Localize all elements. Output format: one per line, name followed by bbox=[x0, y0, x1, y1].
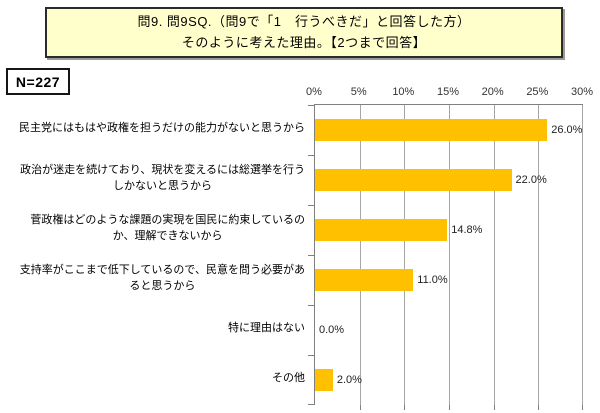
bar-row: 11.0% bbox=[315, 255, 583, 305]
category-label: 菅政権はどのような課題の実現を国民に約束しているの か、理解できないから bbox=[30, 214, 305, 242]
category-label: 特に理由はない bbox=[228, 322, 305, 335]
category-axis-tick bbox=[308, 355, 314, 356]
gridline bbox=[404, 105, 406, 405]
x-axis-tick-label: 15% bbox=[436, 86, 460, 98]
bar-value-label: 22.0% bbox=[515, 174, 547, 186]
bar-row: 26.0% bbox=[315, 105, 583, 155]
value-axis-tick bbox=[538, 405, 540, 410]
category-cell: その他 bbox=[0, 354, 308, 404]
bar-value-label: 14.8% bbox=[451, 224, 483, 236]
category-axis-tick bbox=[308, 205, 314, 206]
bar-row: 22.0% bbox=[315, 155, 583, 205]
bar-value-label: 26.0% bbox=[551, 124, 583, 136]
category-label: その他 bbox=[272, 372, 305, 385]
category-cell: 政治が迷走を続けており、現状を変えるには総選挙を行う しかないと思うから bbox=[0, 154, 308, 204]
x-axis-tick-label: 25% bbox=[526, 86, 549, 98]
x-axis-tick-label: 0% bbox=[306, 86, 322, 98]
x-axis-tick-label: 10% bbox=[392, 86, 415, 98]
bar-value-label: 0.0% bbox=[319, 324, 345, 336]
x-axis-tick-labels: 0% 5% 10% 15% 20% 25% 30% bbox=[306, 86, 593, 100]
x-axis-tick-label: 5% bbox=[350, 86, 367, 98]
bar bbox=[315, 119, 548, 141]
category-label: 民主党にはもはや政権を担うだけの能力がないと思うから bbox=[19, 122, 305, 135]
sample-size-box: N=227 bbox=[6, 68, 70, 95]
category-axis-tick bbox=[308, 105, 314, 106]
value-axis-tick bbox=[404, 405, 406, 410]
bar-row: 14.8% bbox=[315, 205, 583, 255]
category-axis-tick bbox=[308, 255, 314, 256]
question-title-text: 問9. 問9SQ.（問9で「1 行うべきだ」と回答した方） そのように考えた理由… bbox=[137, 13, 471, 50]
category-axis-tick bbox=[308, 305, 314, 306]
value-axis-tick bbox=[582, 405, 583, 410]
bar-value-label: 2.0% bbox=[336, 374, 362, 386]
value-axis-tick bbox=[493, 405, 495, 410]
bar bbox=[315, 219, 448, 241]
gridline bbox=[493, 105, 495, 405]
question-title-box: 問9. 問9SQ.（問9で「1 行うべきだ」と回答した方） そのように考えた理由… bbox=[45, 7, 563, 58]
bar-value-label: 11.0% bbox=[417, 274, 448, 286]
bar bbox=[315, 169, 512, 191]
gridline bbox=[449, 105, 450, 405]
category-label: 政治が迷走を続けており、現状を変えるには総選挙を行う しかないと思うから bbox=[20, 164, 305, 192]
value-axis-tick bbox=[449, 405, 450, 410]
bar bbox=[315, 369, 333, 391]
bar-row: 0.0% bbox=[315, 305, 583, 355]
category-label: 支持率がここまで低下しているので、民意を問う必要があ ると思うから bbox=[19, 264, 305, 292]
category-cell: 特に理由はない bbox=[0, 304, 308, 354]
gridline bbox=[538, 105, 540, 405]
gridline bbox=[582, 105, 583, 405]
x-axis-tick-label: 30% bbox=[570, 86, 594, 98]
category-axis-tick bbox=[308, 155, 314, 156]
value-axis-tick bbox=[359, 405, 361, 410]
category-labels: 民主党にはもはや政権を担うだけの能力がないと思うから 政治が迷走を続けており、現… bbox=[0, 104, 308, 404]
category-axis-tick bbox=[308, 404, 314, 405]
category-cell: 菅政権はどのような課題の実現を国民に約束しているの か、理解できないから bbox=[0, 204, 308, 254]
category-cell: 民主党にはもはや政権を担うだけの能力がないと思うから bbox=[0, 104, 308, 154]
plot-area: 26.0% 22.0% 14.8% 11.0% 0.0% 2.0% bbox=[308, 104, 583, 410]
bar bbox=[315, 269, 414, 291]
x-axis-tick-label: 20% bbox=[481, 86, 504, 98]
sample-size-label: N=227 bbox=[15, 73, 61, 90]
bar-row: 2.0% bbox=[315, 355, 583, 405]
gridline bbox=[359, 105, 361, 405]
category-cell: 支持率がここまで低下しているので、民意を問う必要があ ると思うから bbox=[0, 254, 308, 304]
